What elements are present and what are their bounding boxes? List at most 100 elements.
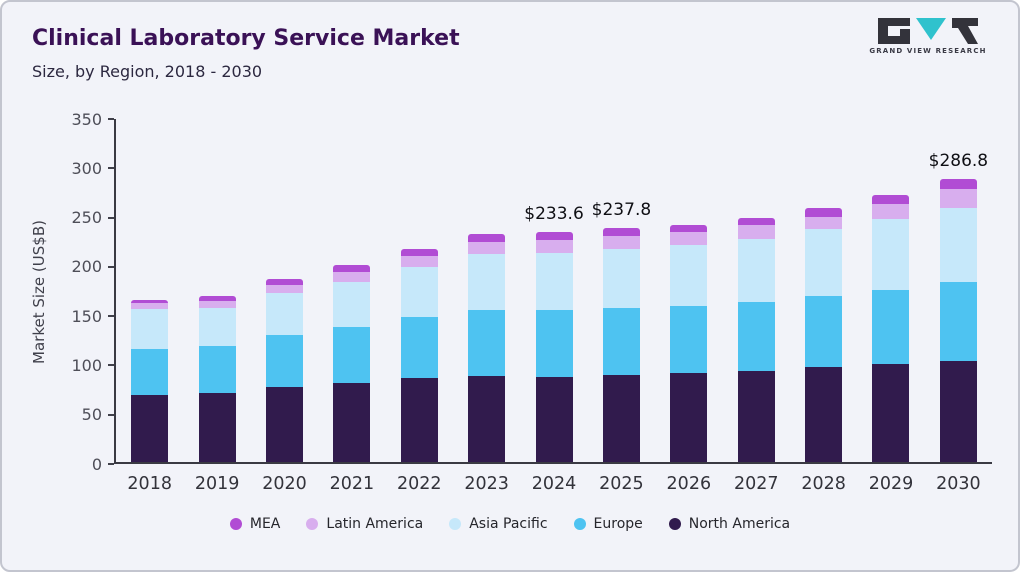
bar-stack (468, 234, 506, 462)
legend-dot-north-america-icon (668, 518, 681, 530)
bar-segment-europe (131, 348, 169, 395)
bar-column (453, 119, 520, 462)
plot-area: $233.6 $237.8 $286.8 (114, 119, 992, 464)
bar-stack (198, 296, 236, 462)
bar-segment-latin-america (265, 284, 303, 293)
y-tick-mark (108, 463, 114, 465)
bar-segment-asia-pacific (333, 281, 371, 327)
bar-segment-latin-america (131, 303, 169, 310)
bar-segment-europe (400, 317, 438, 379)
y-tick-label: 350 (71, 109, 102, 129)
bar-segment-asia-pacific (198, 308, 236, 346)
bar-segment-mea (333, 264, 371, 272)
bar-column: $286.8 (925, 119, 992, 462)
y-tick: 100 (2, 354, 114, 376)
bar-column: $233.6 (520, 119, 587, 462)
bar-stack (602, 227, 640, 462)
legend-label: MEA (249, 516, 281, 532)
bar-value-label: $286.8 (928, 151, 989, 172)
y-tick-mark (108, 118, 114, 120)
y-tick-mark (108, 364, 114, 367)
bar-column (251, 119, 318, 462)
bar-segment-mea (198, 296, 236, 302)
bar-segment-europe (872, 289, 910, 365)
y-tick-mark (108, 413, 114, 416)
bar-segment-north-america (602, 375, 640, 462)
legend-item-mea: MEA (229, 516, 281, 532)
legend-label: Asia Pacific (469, 516, 548, 532)
x-tick-label: 2027 (733, 474, 779, 494)
y-tick-mark (108, 167, 114, 170)
bar-segment-north-america (872, 364, 910, 462)
y-tick-mark (108, 315, 114, 318)
bar-segment-mea (265, 278, 303, 285)
bar-segment-mea (602, 227, 640, 237)
bar-segment-latin-america (805, 216, 843, 230)
y-tick: 50 (2, 404, 114, 426)
bar-segment-latin-america (872, 203, 910, 219)
bar-column (723, 119, 790, 462)
x-tick-label: 2025 (599, 474, 644, 494)
bar-segment-europe (602, 308, 640, 376)
x-axis: 2018 2019 2020 2021 2022 2023 2024 2025 2026 2027… (116, 474, 992, 494)
bar-value-label: $233.6 (524, 203, 584, 224)
legend-dot-europe-icon (573, 518, 586, 530)
x-tick-label: 2030 (936, 474, 981, 494)
bar-stack (872, 194, 910, 462)
bar-segment-latin-america (333, 271, 371, 282)
page-title: Clinical Laboratory Service Market (32, 26, 460, 51)
bar-stack (535, 231, 573, 462)
bar-segment-north-america (737, 371, 775, 462)
x-tick-label: 2019 (194, 474, 240, 494)
bar-stack (131, 299, 169, 462)
bar-segment-latin-america (939, 189, 977, 208)
bar-segment-mea (737, 217, 775, 226)
y-tick-label: 250 (71, 208, 102, 228)
bar-segment-asia-pacific (265, 292, 303, 335)
bar-segment-north-america (535, 377, 573, 462)
y-tick-label: 200 (71, 257, 102, 277)
bar-segment-mea (400, 249, 438, 257)
y-tick: 200 (2, 256, 114, 278)
x-tick-label: 2022 (396, 474, 442, 494)
y-tick-label: 300 (71, 158, 102, 178)
legend-item-asia-pacific: Asia Pacific (449, 516, 548, 532)
bar-segment-latin-america (468, 242, 506, 255)
bar-stack (333, 264, 371, 462)
bar-segment-latin-america (670, 232, 708, 246)
legend-item-europe: Europe (573, 516, 643, 532)
y-tick: 150 (2, 305, 114, 327)
bar-segment-europe (670, 306, 708, 374)
y-tick: 0 (2, 453, 114, 475)
x-tick-label: 2020 (262, 474, 307, 494)
bar-segment-asia-pacific (737, 239, 775, 303)
legend: MEA Latin America Asia Pacific Europe North … (2, 516, 1018, 532)
x-tick-label: 2026 (666, 474, 712, 494)
bar-segment-asia-pacific (535, 253, 573, 311)
y-tick-label: 0 (91, 454, 102, 474)
x-tick-label: 2024 (531, 474, 577, 494)
bar-segment-latin-america (737, 225, 775, 240)
grand-view-research-logo: GRAND VIEW RESEARCH (869, 18, 985, 55)
bar-segment-asia-pacific (131, 309, 169, 349)
bar-segment-europe (468, 310, 506, 377)
bar-segment-north-america (468, 376, 506, 462)
bar-column (386, 119, 453, 462)
bar-segment-asia-pacific (670, 245, 708, 307)
bar-column (790, 119, 857, 462)
y-tick: 350 (2, 108, 114, 130)
bar-column (655, 119, 722, 462)
bar-column (183, 119, 250, 462)
bar-column (318, 119, 385, 462)
logo-mark-icon (878, 18, 978, 44)
bar-segment-mea (468, 234, 506, 243)
bar-segment-north-america (670, 373, 708, 462)
bar-segment-north-america (939, 360, 977, 462)
bar-stack (805, 207, 843, 462)
bar-segment-latin-america (400, 256, 438, 267)
x-tick-label: 2023 (464, 474, 509, 494)
bar-stack (400, 249, 438, 462)
bar-stack (939, 179, 977, 462)
bar-column (116, 119, 183, 462)
